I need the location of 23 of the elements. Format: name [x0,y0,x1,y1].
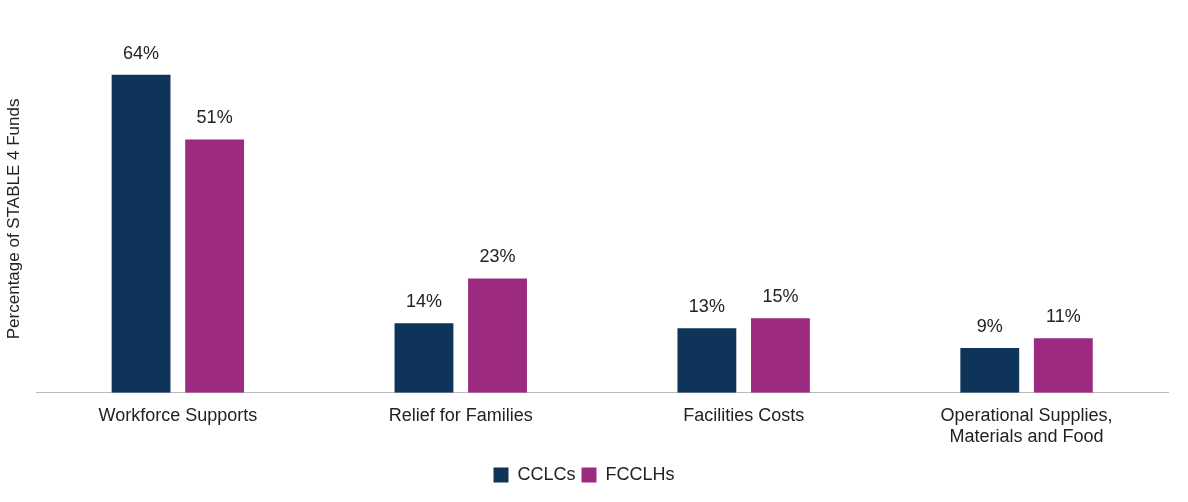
bar [111,74,171,393]
bar [677,328,737,393]
data-label: 9% [976,316,1003,337]
x-tick-label: Workforce Supports [98,404,258,425]
bar [960,348,1020,393]
legend-label: CCLCs [517,463,576,484]
legend-label: FCCLHs [605,463,675,484]
x-tick-label: Operational Supplies, Materials and Food [940,404,1113,447]
data-label: 15% [762,286,799,307]
bar [751,318,810,393]
data-label: 11% [1045,306,1081,327]
bar [468,278,527,393]
data-label: 13% [688,296,725,317]
data-label: 51% [196,107,233,128]
data-label: 64% [123,42,160,63]
x-tick-label: Facilities Costs [683,404,805,425]
data-label: 23% [479,246,516,267]
bar [394,323,454,393]
x-tick-label: Relief for Families [388,404,533,425]
y-axis-title: Percentage of STABLE 4 Funds [3,98,23,340]
bar [1033,338,1093,393]
bar [185,139,245,393]
data-label: 14% [405,291,442,312]
